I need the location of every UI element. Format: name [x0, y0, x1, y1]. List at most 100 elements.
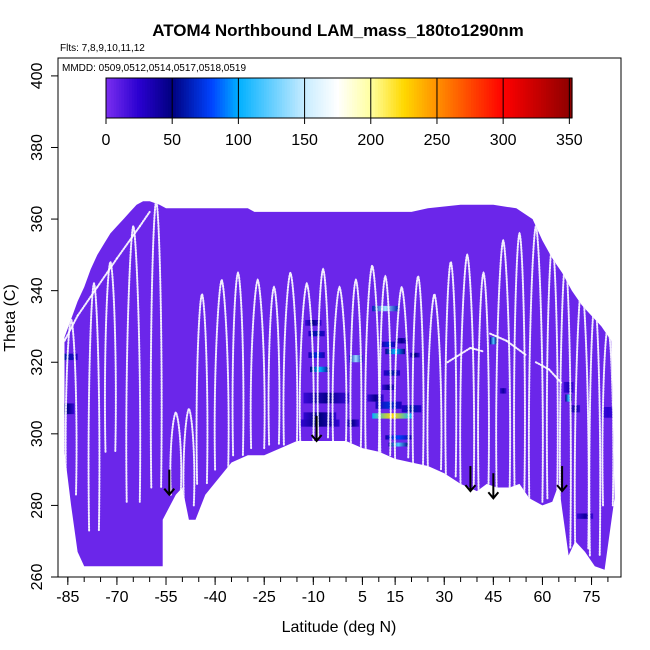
colorbar-segment	[150, 78, 154, 118]
colorbar-segment	[395, 78, 400, 118]
x-tick-label: -70	[105, 589, 128, 606]
colorbar-segment	[121, 78, 125, 118]
colorbar-segment	[196, 78, 200, 118]
hotspot-cell	[563, 381, 574, 393]
colorbar-segment	[315, 78, 319, 118]
axes: -85 -70 -55 -40 -25 -10 5 15 30 45 60 75 260 280 300 32…	[29, 57, 622, 606]
hotspot-cell	[64, 353, 78, 361]
tropopause-profile	[331, 285, 348, 442]
colorbar-segment	[388, 78, 392, 118]
colorbar-segment	[408, 78, 413, 118]
colorbar-segment	[499, 78, 503, 118]
colorbar-segment	[118, 78, 123, 118]
colorbar-segment	[463, 78, 467, 118]
arrow-head	[163, 488, 176, 497]
colorbar-segment	[333, 78, 338, 118]
colorbar-segment	[538, 78, 542, 118]
colorbar-segment	[144, 78, 149, 118]
hotspot-cell	[308, 330, 325, 337]
tropopause-profile	[87, 281, 101, 532]
colorbar-segment	[310, 78, 314, 118]
colorbar-segment	[566, 78, 571, 118]
colorbar-segment	[258, 78, 262, 118]
colorbar-segment	[222, 78, 226, 118]
tropopause-profile	[316, 267, 330, 439]
colorbar-segment	[331, 78, 335, 118]
colorbar-segment	[473, 78, 477, 118]
colorbar-segment	[447, 78, 451, 118]
colorbar-segment	[318, 78, 322, 118]
colorbar-segment	[165, 78, 169, 118]
colorbar-segment	[282, 78, 286, 118]
arrow-head	[556, 484, 568, 493]
colorbar-segment	[188, 78, 193, 118]
hotspot-cell	[385, 435, 412, 440]
colorbar-segment	[543, 78, 547, 118]
colorbar-segment	[284, 78, 288, 118]
tropopause-profile	[444, 260, 458, 478]
colorbar-segment	[225, 78, 229, 118]
tropopause-profile	[477, 271, 490, 493]
tropopause-segment	[446, 346, 472, 364]
colorbar-segment	[535, 78, 539, 118]
colorbar-segment	[439, 78, 444, 118]
colorbar-segment	[546, 78, 550, 118]
tropopause-profile	[267, 285, 281, 446]
colorbar-segment	[155, 78, 159, 118]
hotspot-group	[64, 305, 613, 519]
colorbar-segment	[489, 78, 493, 118]
tropopause-profile	[282, 271, 299, 446]
colorbar-segment	[168, 78, 172, 118]
colorbar-segment	[248, 78, 252, 118]
colorbar-segment	[194, 78, 198, 118]
colorbar-segment	[336, 78, 340, 118]
colorbar-segment	[245, 78, 249, 118]
colorbar-segment	[416, 78, 420, 118]
colorbar-segment	[108, 78, 112, 118]
colorbar-segment	[533, 78, 537, 118]
colorbar-segment	[564, 78, 568, 118]
colorbar-segment	[434, 78, 438, 118]
data-field	[64, 201, 615, 570]
tropopause-profile	[125, 224, 142, 503]
hotspot-cell	[367, 394, 384, 402]
colorbar-segment	[559, 78, 563, 118]
colorbar-segment	[209, 78, 213, 118]
colorbar-segment	[429, 78, 433, 118]
tropopause-segment	[505, 339, 528, 357]
colorbar-segment	[129, 78, 133, 118]
colorbar-segment	[359, 78, 363, 118]
colorbar-segment	[460, 78, 464, 118]
colorbar-segment	[250, 78, 255, 118]
colorbar-segment	[450, 78, 454, 118]
hotspot-cell	[409, 352, 420, 358]
colorbar-segment	[553, 78, 558, 118]
colorbar-segment	[383, 78, 387, 118]
tropopause-profile	[231, 271, 245, 457]
colorbar-segment	[212, 78, 216, 118]
colorbar-segment	[287, 78, 291, 118]
colorbar-segment	[411, 78, 415, 118]
colorbar-segment	[351, 78, 356, 118]
colorbar-segment	[261, 78, 265, 118]
colorbar-segment	[339, 78, 343, 118]
colorbar-segment	[561, 78, 565, 118]
colorbar-segment	[393, 78, 397, 118]
colorbar: 0 50 100 150 200 250 300 350	[102, 77, 583, 149]
tropopause-profile	[495, 238, 512, 489]
tropopause-profile	[169, 410, 183, 496]
x-tick-label: -55	[154, 589, 177, 606]
hotspot-cell	[565, 394, 572, 402]
colorbar-segment	[142, 78, 146, 118]
x-tick-label: -10	[302, 589, 325, 606]
colorbar-segment	[111, 78, 115, 118]
y-tick-label: 320	[29, 349, 46, 376]
colorbar-segment	[494, 78, 498, 118]
colorbar-segment	[504, 78, 508, 118]
colorbar-segment	[175, 78, 180, 118]
colorbar-segment	[486, 78, 490, 118]
arrow-marker	[556, 466, 568, 493]
colorbar-segment	[116, 78, 120, 118]
y-tick-label: 380	[29, 134, 46, 161]
colorbar-segment	[134, 78, 138, 118]
